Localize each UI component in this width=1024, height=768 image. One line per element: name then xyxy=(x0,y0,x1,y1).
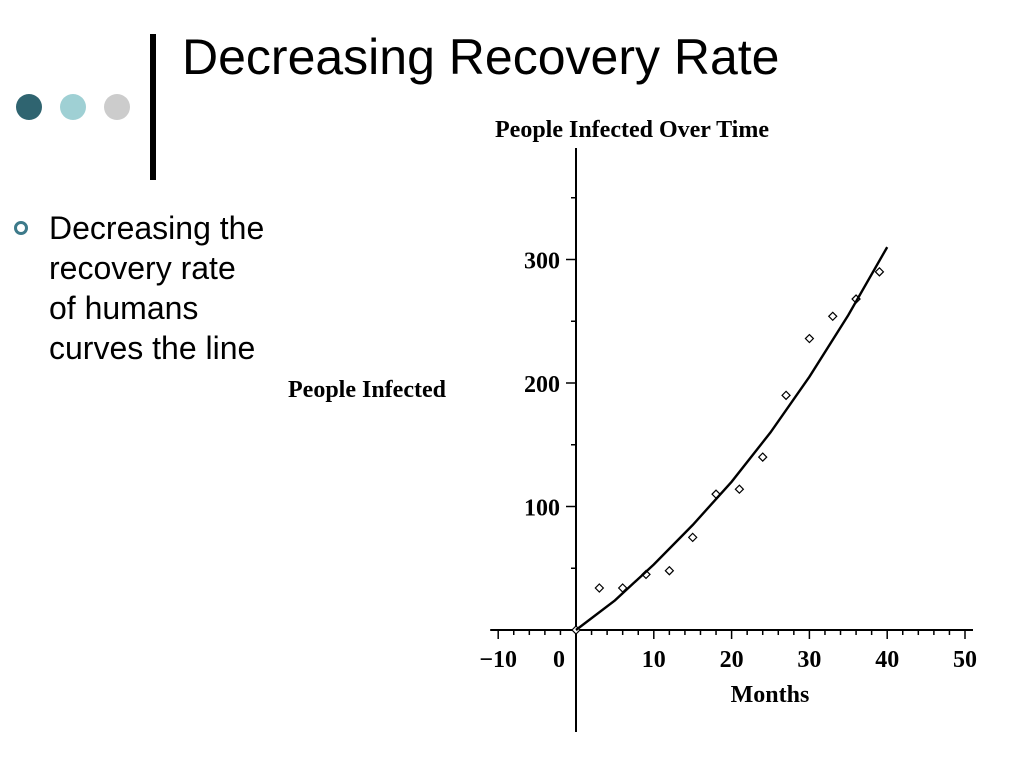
chart-title: People Infected Over Time xyxy=(495,117,769,143)
y-tick-label: 300 xyxy=(524,249,560,275)
title-divider xyxy=(150,34,156,180)
dot-gray xyxy=(104,94,130,120)
y-tick-label: 100 xyxy=(524,496,560,522)
data-point xyxy=(804,333,815,344)
data-point xyxy=(757,452,768,462)
data-point xyxy=(687,532,698,543)
x-tick-label: 30 xyxy=(797,647,821,673)
x-tick-label: 0 xyxy=(553,647,565,673)
data-point xyxy=(827,311,838,322)
data-point xyxy=(664,565,675,576)
fit-curve xyxy=(575,246,889,631)
x-axis-label: Months xyxy=(731,682,810,708)
x-tick-label: −10 xyxy=(479,647,517,673)
dot-teal xyxy=(60,94,86,120)
bullet-text: Decreasing the recovery rate of humans c… xyxy=(49,210,265,366)
x-tick-label: 40 xyxy=(875,647,899,673)
infection-chart: −10 0 10 20 30 40 50 100 200 300 People Infected O… xyxy=(288,117,977,732)
x-tick-label: 10 xyxy=(642,647,666,673)
circle-bullet-icon xyxy=(14,221,28,235)
slide-title: Decreasing Recovery Rate xyxy=(182,29,780,85)
dot-dark xyxy=(16,94,42,120)
x-tick-label: 50 xyxy=(953,647,977,673)
x-tick-label: 20 xyxy=(720,647,744,673)
data-point xyxy=(594,583,605,593)
y-tick-label: 200 xyxy=(524,372,560,398)
data-point xyxy=(874,267,885,277)
y-axis-label: People Infected xyxy=(288,377,447,403)
data-point xyxy=(781,390,791,401)
data-point xyxy=(734,484,745,495)
